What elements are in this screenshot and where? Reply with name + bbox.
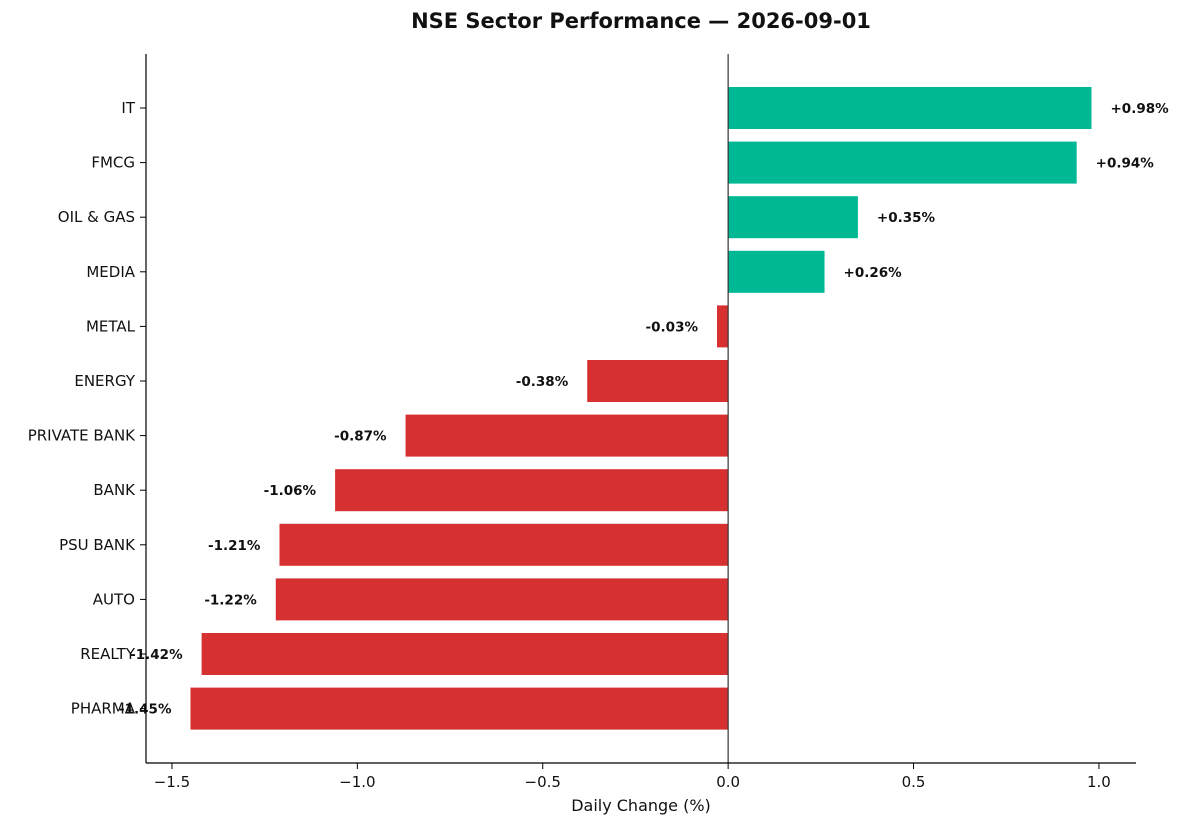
bar-it (728, 87, 1092, 129)
data-label-it: +0.98% (1111, 101, 1170, 117)
data-label-private-bank: -0.87% (334, 429, 387, 445)
x-axis-ticks: −1.5 −1.0 −0.5 0.0 0.5 1.0 (154, 763, 1111, 791)
x-tick-label-4: 0.5 (902, 773, 926, 791)
y-tick-label-it: IT (121, 99, 135, 117)
y-tick-label-media: MEDIA (86, 263, 135, 281)
y-tick-label-realty: REALTY (80, 645, 136, 663)
y-tick-label-oil-gas: OIL & GAS (58, 208, 135, 226)
chart-title: NSE Sector Performance — 2026-09-01 (411, 9, 871, 33)
y-tick-label-psu-bank: PSU BANK (59, 536, 136, 554)
y-tick-label-bank: BANK (93, 481, 136, 499)
bar-oil-gas (728, 196, 858, 239)
x-tick-label-1: −1.0 (339, 773, 375, 791)
data-label-bank: -1.06% (264, 483, 317, 499)
y-tick-label-metal: METAL (86, 317, 136, 335)
bar-media (728, 250, 825, 293)
bar-fmcg (728, 141, 1077, 184)
data-labels-layer: +0.98% +0.94% +0.35% +0.26% -0.03% -0.38% -0.8… (119, 101, 1169, 718)
bars-layer (190, 54, 1092, 763)
data-label-metal: -0.03% (646, 319, 699, 335)
bar-metal (717, 305, 729, 348)
bar-realty (201, 633, 729, 675)
y-tick-label-energy: ENERGY (74, 372, 135, 390)
bar-bank (335, 469, 729, 512)
data-label-media: +0.26% (844, 265, 903, 281)
bar-psu-bank (279, 523, 729, 566)
data-label-energy: -0.38% (516, 374, 569, 390)
y-tick-label-auto: AUTO (93, 590, 135, 608)
x-tick-label-5: 1.0 (1087, 773, 1111, 791)
y-tick-label-pharma: PHARMA (71, 700, 136, 718)
bar-private-bank (405, 414, 729, 457)
data-label-auto: -1.22% (204, 592, 257, 608)
bar-auto (275, 578, 729, 621)
bar-pharma (190, 687, 729, 730)
x-tick-label-2: −0.5 (525, 773, 561, 791)
data-label-fmcg: +0.94% (1096, 156, 1155, 172)
x-axis-label: Daily Change (%) (571, 796, 711, 815)
y-tick-label-fmcg: FMCG (91, 154, 135, 172)
x-tick-label-0: −1.5 (154, 773, 190, 791)
bar-energy (587, 360, 729, 402)
x-tick-label-3: 0.0 (716, 773, 740, 791)
data-label-psu-bank: -1.21% (208, 538, 261, 554)
data-label-realty: -1.42% (130, 647, 183, 663)
axes-layer (145, 54, 1136, 764)
y-tick-label-private-bank: PRIVATE BANK (28, 427, 136, 445)
y-axis-ticks: IT FMCG OIL & GAS MEDIA METAL ENERGY PRIVATE B… (28, 99, 146, 718)
data-label-oil-gas: +0.35% (877, 210, 936, 226)
